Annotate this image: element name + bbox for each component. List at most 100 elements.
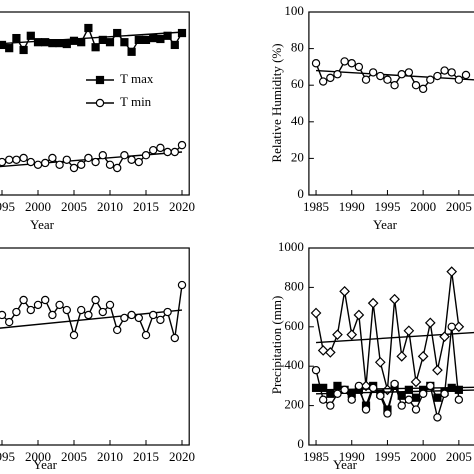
marker	[318, 77, 328, 86]
marker	[311, 365, 321, 375]
marker	[333, 381, 342, 390]
marker	[447, 322, 456, 331]
marker	[4, 155, 14, 164]
x-axis-label: Year	[333, 457, 358, 472]
marker	[98, 150, 108, 160]
y-axis-label: Precipitation (mm)	[269, 296, 284, 395]
marker	[98, 35, 107, 45]
legend-label: T max	[120, 71, 154, 86]
marker	[411, 80, 421, 90]
marker	[177, 28, 187, 38]
marker	[156, 34, 165, 44]
marker	[332, 329, 343, 341]
panel: 1985199019952000200520102015202002040608…	[269, 3, 474, 232]
marker	[156, 315, 165, 325]
marker	[105, 160, 115, 170]
marker	[55, 39, 64, 48]
x-tick-label: 1990	[339, 199, 365, 214]
marker	[417, 351, 429, 362]
marker	[404, 385, 413, 394]
marker	[368, 383, 378, 393]
x-tick-label: 2010	[97, 199, 123, 214]
marker	[120, 150, 129, 160]
marker	[19, 153, 28, 163]
y-tick-label: 40	[291, 113, 304, 128]
marker	[95, 98, 105, 108]
marker	[0, 310, 7, 320]
x-tick-label: 2005	[61, 449, 87, 464]
marker	[326, 401, 335, 410]
marker	[69, 163, 79, 173]
marker	[48, 153, 57, 163]
marker	[19, 295, 28, 305]
x-tick-label: 1990	[339, 449, 365, 464]
marker	[454, 75, 464, 84]
marker	[418, 84, 428, 94]
x-axis-label: Year	[33, 457, 58, 472]
marker	[141, 150, 151, 160]
x-tick-label: 2000	[410, 199, 436, 214]
marker	[361, 405, 371, 414]
y-tick-label: 400	[284, 357, 304, 372]
marker	[170, 333, 179, 343]
panel: 1995 2000 2005 2010 2015 2020 Year T max T min	[0, 11, 195, 232]
x-tick-label: 1985	[303, 449, 329, 464]
marker	[112, 325, 122, 335]
marker	[33, 300, 43, 310]
marker	[390, 80, 399, 90]
marker	[324, 347, 336, 358]
plot-frame	[0, 11, 190, 196]
marker	[91, 157, 100, 167]
marker	[69, 36, 79, 45]
marker	[163, 307, 172, 317]
y-tick-label: 200	[284, 397, 304, 412]
plot-frame	[308, 11, 474, 196]
marker	[311, 383, 321, 392]
x-tick-label: 2000	[410, 449, 436, 464]
plot-frame	[308, 247, 474, 446]
marker	[69, 330, 79, 340]
x-tick-label: 1995	[374, 449, 400, 464]
marker	[311, 59, 321, 68]
marker	[339, 285, 350, 297]
marker	[148, 310, 158, 320]
x-axis-label: Year	[30, 217, 55, 232]
trend-line	[315, 331, 474, 344]
marker	[149, 33, 158, 43]
marker	[440, 66, 449, 75]
marker	[62, 305, 72, 315]
marker	[454, 395, 464, 404]
marker	[177, 280, 187, 290]
marker	[340, 57, 349, 66]
marker	[156, 143, 165, 153]
marker	[33, 38, 43, 47]
marker	[461, 70, 471, 80]
marker	[440, 389, 449, 398]
marker	[163, 31, 172, 40]
marker	[41, 38, 50, 47]
x-tick-label: 2020	[169, 449, 195, 464]
x-tick-label: 2010	[97, 449, 123, 464]
marker	[346, 329, 358, 341]
y-tick-label: 80	[291, 40, 304, 55]
marker	[55, 160, 64, 170]
marker	[347, 395, 356, 404]
marker	[84, 23, 93, 33]
marker	[105, 38, 115, 47]
marker	[84, 153, 93, 163]
x-tick-label: 2005	[446, 199, 472, 214]
marker	[397, 70, 406, 79]
trend-line	[316, 389, 474, 395]
marker	[62, 39, 71, 49]
marker	[98, 307, 108, 317]
marker	[424, 317, 436, 329]
marker	[134, 313, 143, 323]
x-tick-label: 2015	[133, 449, 159, 464]
marker	[148, 145, 158, 155]
marker	[19, 45, 28, 55]
marker	[112, 163, 122, 173]
marker	[411, 393, 421, 402]
marker	[141, 35, 151, 45]
marker	[12, 155, 21, 164]
